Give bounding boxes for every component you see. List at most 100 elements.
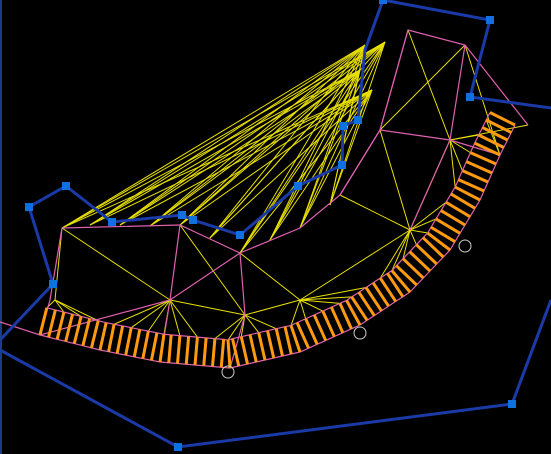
curb-bar <box>321 310 336 338</box>
curb-bar <box>176 335 182 364</box>
curb-bar <box>426 231 451 252</box>
tin-edge <box>61 227 171 301</box>
curb-bar <box>338 302 353 330</box>
vertex <box>62 182 70 190</box>
tin-edge <box>449 139 471 154</box>
curb-bar <box>461 169 489 184</box>
curb-bar <box>440 209 466 227</box>
curb-bar <box>465 160 493 175</box>
curb-bar <box>193 336 199 366</box>
tin-edge <box>299 296 352 301</box>
curb-bar <box>283 326 293 355</box>
tin-edge <box>179 69 361 226</box>
curb-bar <box>158 334 166 363</box>
curb-bar <box>226 339 232 369</box>
curb-bar <box>231 338 241 367</box>
curb-bar <box>457 178 485 193</box>
tin-edge <box>244 314 277 330</box>
offset-edge <box>46 112 491 341</box>
vertex <box>178 211 186 219</box>
tin-edge <box>409 229 417 245</box>
vertex <box>25 203 33 211</box>
tin-edge <box>54 299 82 317</box>
vertex <box>354 116 362 124</box>
curb-bar <box>395 264 418 287</box>
vertices <box>25 0 516 451</box>
curb-bar <box>38 307 49 336</box>
tin-edge <box>449 139 456 188</box>
curb-bar <box>481 126 509 142</box>
tin-edge <box>299 299 340 304</box>
tin-edge <box>179 89 373 226</box>
tin-edge <box>149 44 366 227</box>
marker <box>353 326 367 340</box>
tin-edge <box>179 41 386 226</box>
curb-bar <box>469 151 497 166</box>
tin-edge <box>407 29 451 141</box>
survey-markers <box>221 239 472 379</box>
curb-bar <box>115 325 125 354</box>
curb-bar <box>364 286 383 312</box>
curb-bar <box>132 329 142 358</box>
curb-bar <box>124 327 133 356</box>
tin-edge <box>449 139 463 171</box>
vertex <box>108 218 116 226</box>
tin-edge <box>290 299 301 326</box>
tin-edge <box>269 41 386 241</box>
tin-edge <box>119 69 361 226</box>
curb-bar <box>478 133 505 149</box>
curb-bar <box>379 277 397 303</box>
curb-bar <box>202 337 208 366</box>
curb-bar <box>248 334 258 363</box>
curb-bar <box>402 257 425 280</box>
tin-edge <box>339 194 411 231</box>
tin-edge <box>89 89 373 226</box>
tin-edge <box>130 299 171 329</box>
vertex <box>508 400 516 408</box>
vertex <box>338 161 346 169</box>
curb-bar <box>474 141 501 157</box>
tin-edge <box>409 229 428 234</box>
curb-bar <box>485 118 512 134</box>
curb-bar <box>107 323 116 353</box>
curb-bar <box>289 324 302 353</box>
vertex <box>379 0 387 4</box>
curb-bar <box>239 336 249 365</box>
curb-bar <box>415 243 438 266</box>
tin-edge <box>409 201 447 231</box>
vertex <box>339 122 347 130</box>
curb-bar <box>371 281 390 307</box>
tin-edge <box>329 69 361 206</box>
curb-bar <box>357 291 376 317</box>
tin-edge <box>227 314 246 341</box>
curb-bar <box>450 192 476 210</box>
tin-edge <box>409 218 437 231</box>
vertex <box>189 216 197 224</box>
tin-edge <box>329 89 373 206</box>
marker <box>221 365 235 379</box>
tin-edge <box>54 299 65 313</box>
curb-bar <box>219 339 226 368</box>
curb-bar <box>89 320 100 349</box>
tin-edge <box>147 299 171 332</box>
curb-bars <box>38 111 516 369</box>
tin-edge <box>149 41 386 227</box>
top-boundary <box>382 0 551 110</box>
curb-bar <box>274 328 284 357</box>
tin-edge <box>61 44 366 229</box>
curb-bar <box>454 185 481 202</box>
viewport-edge <box>0 0 2 454</box>
vertex <box>486 16 494 24</box>
curb-bar <box>149 332 159 361</box>
tin-edge <box>61 89 373 229</box>
vertex <box>49 280 57 288</box>
tin-edge <box>299 299 324 312</box>
tin-edge <box>209 89 373 239</box>
curb-bar <box>390 269 412 293</box>
breakline <box>379 129 501 156</box>
tin-edge <box>179 224 246 316</box>
tin-edge <box>269 69 361 241</box>
curb-bar <box>167 334 173 363</box>
tin-edge <box>299 286 367 301</box>
